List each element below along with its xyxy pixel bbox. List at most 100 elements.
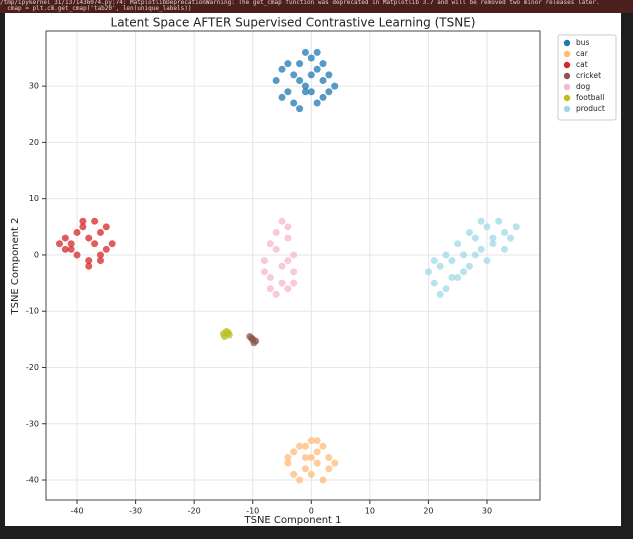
scatter-point — [278, 279, 286, 287]
scatter-point — [501, 228, 509, 236]
scatter-point — [91, 217, 99, 225]
scatter-point — [73, 251, 81, 259]
scatter-point — [319, 442, 327, 450]
scatter-point — [319, 93, 327, 101]
scatter-point — [301, 88, 309, 96]
scatter-point — [331, 459, 339, 467]
x-tick-label: 20 — [423, 507, 433, 516]
scatter-point — [296, 77, 304, 85]
legend-box — [557, 34, 617, 121]
scatter-point — [96, 228, 104, 236]
x-tick-label: 10 — [365, 507, 375, 516]
scatter-point — [307, 88, 315, 96]
legend-marker — [563, 94, 571, 102]
scatter-point — [319, 77, 327, 85]
scatter-point — [61, 234, 69, 242]
scatter-point — [278, 65, 286, 73]
scatter-point — [460, 251, 468, 259]
legend-label: cricket — [576, 71, 601, 80]
scatter-point — [313, 437, 321, 445]
scatter-point — [489, 240, 497, 248]
y-tick-label: 10 — [29, 194, 39, 203]
x-tick-label: -40 — [71, 507, 84, 516]
y-tick-label: 0 — [34, 250, 39, 259]
scatter-point — [307, 71, 315, 79]
scatter-point — [272, 77, 280, 85]
scatter-point — [313, 459, 321, 467]
scatter-point — [284, 60, 292, 68]
scatter-point — [301, 465, 309, 473]
y-tick-label: -10 — [26, 307, 39, 316]
scatter-point — [454, 240, 462, 248]
scatter-point — [307, 54, 315, 62]
scatter-point — [424, 268, 432, 276]
scatter-point — [290, 279, 298, 287]
legend-label: car — [576, 49, 589, 58]
scatter-point — [442, 251, 450, 259]
scatter-point — [325, 454, 333, 462]
scatter-point — [460, 268, 468, 276]
scatter-point — [296, 442, 304, 450]
scatter-point — [55, 240, 63, 248]
plot-frame — [45, 30, 541, 501]
x-tick-label: -10 — [246, 507, 259, 516]
y-axis-label: TSNE Component 2 — [10, 217, 21, 315]
y-tick-label: 30 — [29, 82, 39, 91]
scatter-point — [108, 240, 116, 248]
scatter-point — [290, 268, 298, 276]
scatter-point — [477, 245, 485, 253]
scatter-point — [79, 217, 87, 225]
scatter-point — [319, 476, 327, 484]
scatter-point — [301, 48, 309, 56]
scatter-point — [96, 251, 104, 259]
scatter-point — [325, 71, 333, 79]
scatter-point — [430, 257, 438, 265]
scatter-point — [61, 245, 69, 253]
scatter-point — [325, 465, 333, 473]
chart-title: Latent Space AFTER Supervised Contrastiv… — [111, 16, 476, 30]
scatter-point — [471, 234, 479, 242]
scatter-point — [284, 88, 292, 96]
scatter-point — [296, 105, 304, 113]
scatter-point — [67, 240, 75, 248]
scatter-point — [67, 245, 75, 253]
scatter-point — [307, 470, 315, 478]
legend-label: product — [576, 104, 605, 113]
scatter-point — [483, 257, 491, 265]
scatter-point — [506, 234, 514, 242]
scatter-point — [278, 93, 286, 101]
x-tick-label: 0 — [309, 507, 314, 516]
scatter-point — [313, 448, 321, 456]
scatter-point — [290, 470, 298, 478]
scatter-point — [85, 262, 93, 270]
scatter-point — [284, 223, 292, 231]
legend-marker — [563, 50, 571, 58]
legend-label: bus — [576, 38, 590, 47]
scatter-point — [73, 228, 81, 236]
x-axis-label: TSNE Component 1 — [243, 515, 341, 526]
scatter-point — [307, 454, 315, 462]
x-tick-label: 30 — [482, 507, 492, 516]
chart: Latent Space AFTER Supervised Contrastiv… — [5, 13, 621, 526]
scatter-point — [85, 234, 93, 242]
scatter-point — [272, 290, 280, 298]
scatter-point — [313, 65, 321, 73]
scatter-point — [501, 245, 509, 253]
scatter-point — [284, 234, 292, 242]
scatter-point — [272, 228, 280, 236]
legend-label: football — [576, 93, 604, 102]
scatter-point — [436, 262, 444, 270]
legend-marker — [563, 61, 571, 69]
scatter-point — [85, 257, 93, 265]
scatter-point — [278, 217, 286, 225]
scatter-point — [284, 454, 292, 462]
scatter-point — [91, 240, 99, 248]
scatter-point — [307, 437, 315, 445]
scatter-point — [96, 257, 104, 265]
scatter-point — [284, 285, 292, 293]
legend-marker — [563, 105, 571, 113]
scatter-point — [512, 223, 520, 231]
scatter-point — [250, 339, 258, 347]
scatter-point — [430, 279, 438, 287]
scatter-point — [448, 257, 456, 265]
